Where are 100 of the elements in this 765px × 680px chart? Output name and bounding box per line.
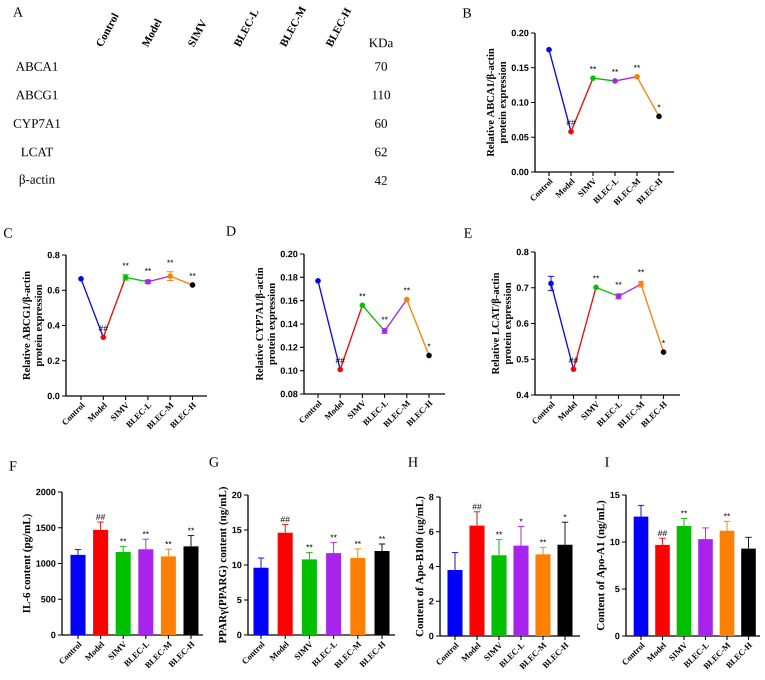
y-tick-label: 8 xyxy=(429,494,434,500)
annotation: ** xyxy=(167,260,174,263)
y-tick-label: 0.4 xyxy=(48,322,60,329)
y-tick-label: 0.08 xyxy=(280,390,298,398)
y-axis-title: Relative ABCG1/β-actin protein expression xyxy=(22,271,44,380)
y-axis-title: IL-6 content (pg/mL) xyxy=(22,514,33,613)
point xyxy=(360,302,366,308)
category-label: LCAT xyxy=(21,148,54,156)
y-tick-label: 4 xyxy=(428,563,434,570)
point xyxy=(656,114,662,120)
y-tick-label: 0.15 xyxy=(512,64,529,71)
y-tick-label: 0.8 xyxy=(48,252,60,258)
point xyxy=(426,352,432,358)
y-tick-label: 5 xyxy=(237,596,242,604)
annotation: ** xyxy=(378,536,386,539)
y-tick-label: 0.20 xyxy=(512,30,528,36)
y-axis-title: Relative CYP7A1/β-actin protein expression xyxy=(255,268,278,380)
category-label: ABCG1 xyxy=(16,90,58,100)
annotation: ** xyxy=(142,531,149,534)
y-tick-label: 0 xyxy=(51,632,56,638)
annotation: ** xyxy=(496,532,502,535)
point xyxy=(546,46,552,52)
chart-title: G xyxy=(210,457,219,467)
y-tick-label: 0.8 xyxy=(516,248,529,256)
point xyxy=(190,282,196,288)
annotation: * xyxy=(662,340,666,344)
annotation: ## xyxy=(658,530,668,536)
annotation: * xyxy=(563,514,567,518)
point xyxy=(568,128,574,134)
y-tick-label: 0 xyxy=(237,632,242,638)
y-tick-label: 10 xyxy=(610,538,620,546)
y-tick-label: 0.20 xyxy=(280,250,298,258)
y-tick-label: 1500 xyxy=(36,524,56,531)
y-tick-label: 0 xyxy=(615,632,620,640)
y-tick-label: 0.16 xyxy=(280,297,298,304)
category-label: 62 xyxy=(375,148,387,156)
annotation: ** xyxy=(724,513,730,516)
point xyxy=(593,284,599,290)
annotation: ** xyxy=(122,262,129,266)
chart-title: F xyxy=(10,461,16,471)
y-axis-title: PPARγ(PPARG) content (ng/mL) xyxy=(218,487,229,644)
y-tick-label: 2 xyxy=(429,598,434,604)
y-tick-label: 0.12 xyxy=(280,344,298,351)
point xyxy=(634,74,640,80)
text: KDa xyxy=(369,38,394,48)
y-tick-label: 0.00 xyxy=(512,168,528,176)
point xyxy=(315,278,321,284)
annotation: * xyxy=(519,518,523,522)
point xyxy=(100,334,106,340)
y-tick-label: 20 xyxy=(232,492,242,498)
chart-title: C xyxy=(4,228,12,238)
annotation: ** xyxy=(590,66,596,70)
annotation: ## xyxy=(96,514,106,520)
y-tick-label: 0.14 xyxy=(280,320,298,328)
y-tick-label: 15 xyxy=(232,526,242,534)
y-tick-label: 0.0 xyxy=(48,392,60,400)
y-tick-label: 0.4 xyxy=(516,392,529,398)
point xyxy=(612,78,618,84)
annotation: ## xyxy=(472,504,482,510)
point xyxy=(337,366,344,372)
y-tick-label: 1000 xyxy=(36,560,56,567)
category-label: SIMV xyxy=(188,18,206,47)
point xyxy=(404,296,410,302)
y-tick-label: 0.2 xyxy=(48,358,60,364)
category-label: 42 xyxy=(374,176,387,185)
annotation: ** xyxy=(144,268,152,271)
annotation: ** xyxy=(540,539,546,542)
y-tick-label: 15 xyxy=(610,492,620,498)
annotation: ** xyxy=(592,275,600,278)
y-tick-label: 0.7 xyxy=(516,284,528,291)
point xyxy=(590,75,596,81)
point xyxy=(548,280,554,286)
annotation: ## xyxy=(280,516,290,522)
chart-title: D xyxy=(226,226,236,236)
y-tick-label: 0.05 xyxy=(512,134,529,140)
point xyxy=(570,366,576,372)
point xyxy=(660,349,666,355)
y-tick-label: 6 xyxy=(429,528,434,535)
text: A xyxy=(13,7,23,17)
category-label: 70 xyxy=(375,62,388,71)
category-label: 60 xyxy=(375,119,388,128)
annotation: ** xyxy=(404,287,410,290)
category-label: CYP7A1 xyxy=(14,119,60,128)
annotation: ** xyxy=(165,541,172,544)
annotation: ** xyxy=(306,544,313,548)
annotation: ** xyxy=(612,68,618,72)
annotation: ** xyxy=(638,269,644,272)
point xyxy=(78,276,84,282)
y-axis-title: Content of Apo-A1 (ng/mL) xyxy=(596,500,607,630)
y-tick-label: 2000 xyxy=(36,488,56,496)
y-tick-label: 0.18 xyxy=(280,274,298,281)
annotation: ** xyxy=(189,272,196,276)
y-tick-label: 500 xyxy=(41,596,56,602)
category-label: ABCA1 xyxy=(16,62,58,71)
annotation: ** xyxy=(680,510,688,514)
category-label: 110 xyxy=(372,90,390,100)
annotation: ** xyxy=(359,293,366,296)
y-tick-label: 0.6 xyxy=(516,320,528,327)
y-tick-label: 5 xyxy=(615,586,620,592)
chart-title: H xyxy=(408,457,418,467)
